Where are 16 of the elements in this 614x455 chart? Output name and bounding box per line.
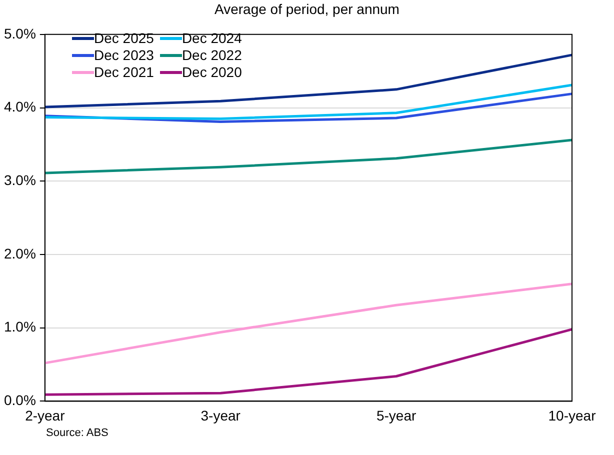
y-tick-label: 3.0% <box>4 172 36 188</box>
y-tick-label: 4.0% <box>4 98 36 115</box>
x-tick-label: 10-year <box>548 407 596 424</box>
chart-title: Average of period, per annum <box>214 1 400 17</box>
legend-label: Dec 2021 <box>94 64 154 81</box>
x-tick-label: 5-year <box>376 407 416 424</box>
y-tick-label: 2.0% <box>4 245 36 262</box>
legend-label: Dec 2023 <box>94 47 154 64</box>
y-tick-label: 0.0% <box>4 392 36 408</box>
source-note: Source: ABS <box>46 427 108 439</box>
x-tick-label: 3-year <box>200 407 241 424</box>
y-tick-label: 5.0% <box>4 25 36 42</box>
y-tick-label: 1.0% <box>4 318 36 335</box>
legend-label: Dec 2020 <box>182 64 242 81</box>
legend-label: Dec 2022 <box>182 47 242 64</box>
x-tick-label: 2-year <box>25 407 66 424</box>
